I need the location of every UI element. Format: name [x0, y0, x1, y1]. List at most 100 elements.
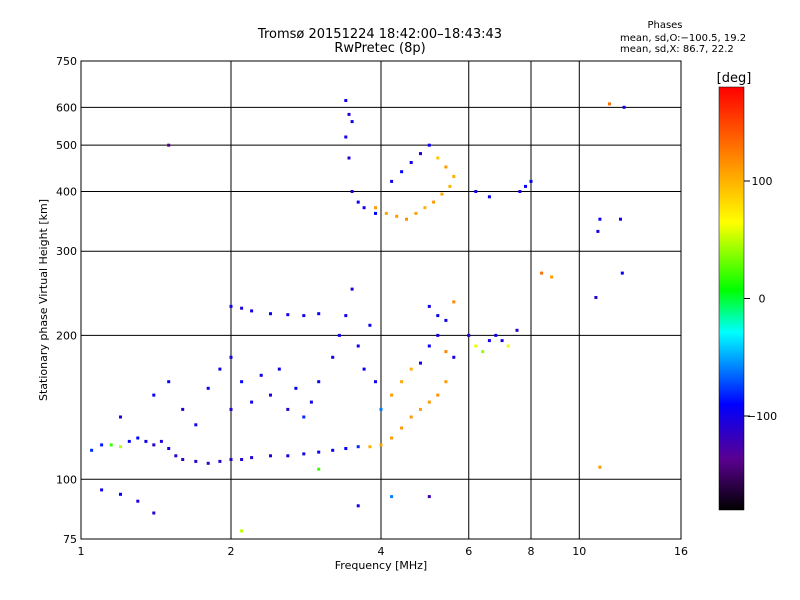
- data-point: [309, 400, 313, 404]
- data-point: [368, 323, 372, 327]
- data-point: [167, 143, 171, 147]
- plot-frame: [80, 60, 682, 540]
- data-point: [390, 179, 394, 183]
- data-point: [444, 380, 448, 384]
- data-point: [181, 458, 185, 461]
- data-point: [362, 206, 366, 210]
- data-point: [405, 217, 408, 221]
- data-point: [432, 200, 436, 204]
- x-tick-label: 4: [378, 545, 385, 558]
- data-point: [90, 448, 94, 452]
- data-point: [379, 443, 383, 447]
- y-tick-label: 300: [56, 245, 77, 258]
- data-point: [344, 99, 348, 102]
- data-point: [206, 386, 210, 390]
- y-tick-label: 400: [56, 185, 77, 198]
- data-point: [500, 339, 504, 343]
- data-point: [419, 407, 422, 411]
- grid: [81, 61, 681, 539]
- data-point: [529, 179, 533, 183]
- data-point: [344, 447, 348, 450]
- data-point: [218, 367, 222, 371]
- data-point: [194, 423, 198, 427]
- y-tick-label: 100: [56, 473, 77, 486]
- data-point: [395, 214, 399, 218]
- data-point: [167, 447, 171, 450]
- data-point: [269, 454, 272, 458]
- data-point: [419, 361, 422, 365]
- data-point: [159, 439, 163, 443]
- data-point: [452, 300, 456, 304]
- x-tick-label: 2: [228, 545, 235, 558]
- data-point: [294, 386, 298, 390]
- data-point: [390, 436, 394, 440]
- x-axis-label: Frequency [MHz]: [335, 559, 427, 572]
- data-point: [598, 465, 602, 469]
- data-point: [452, 355, 456, 359]
- data-point: [152, 393, 156, 397]
- data-point: [409, 415, 413, 419]
- phases-heading: Phases: [647, 20, 683, 31]
- data-point: [400, 380, 404, 384]
- y-axis-label: Stationary phase Virtual Height [km]: [37, 199, 50, 401]
- data-point: [436, 393, 440, 397]
- data-point: [427, 143, 431, 147]
- data-point: [444, 165, 448, 169]
- data-point: [250, 309, 254, 313]
- colorbar-tick-label: 100: [752, 175, 773, 188]
- data-point: [481, 350, 485, 354]
- data-point: [379, 407, 383, 411]
- data-point: [436, 333, 440, 337]
- data-point: [390, 393, 394, 397]
- data-point: [356, 504, 360, 508]
- data-point: [317, 380, 321, 384]
- data-point: [259, 373, 263, 377]
- colorbar-ticks: 100 0 −100: [744, 175, 777, 423]
- data-point: [427, 495, 431, 499]
- data-point: [302, 314, 306, 318]
- colorbar: [718, 86, 745, 511]
- data-point: [452, 175, 456, 178]
- data-point: [419, 152, 422, 156]
- data-point: [374, 211, 377, 215]
- data-point: [347, 112, 351, 116]
- data-point: [136, 499, 140, 503]
- data-point: [317, 312, 321, 316]
- data-point: [344, 135, 348, 139]
- data-point: [368, 445, 372, 449]
- colorbar-tick-label: 0: [759, 293, 766, 306]
- data-point: [250, 456, 254, 460]
- data-point: [619, 217, 622, 221]
- data-point: [269, 312, 272, 316]
- data-point: [144, 439, 148, 443]
- data-point: [317, 467, 321, 471]
- data-point: [598, 217, 602, 221]
- data-point: [444, 350, 448, 354]
- y-tick-label: 500: [56, 139, 77, 152]
- data-point: [540, 271, 544, 275]
- data-point: [444, 318, 448, 322]
- y-tick-label: 600: [56, 101, 77, 114]
- scatter-points: [90, 99, 626, 533]
- data-point: [218, 459, 222, 463]
- data-point: [229, 304, 233, 308]
- data-point: [286, 454, 290, 458]
- data-point: [374, 380, 377, 384]
- data-point: [400, 170, 404, 174]
- x-tick-labels: 1 2 4 6 8 10 16: [78, 545, 689, 558]
- data-point: [494, 333, 498, 337]
- data-point: [362, 367, 366, 371]
- x-tick-label: 1: [78, 545, 85, 558]
- data-point: [436, 156, 440, 160]
- data-point: [100, 488, 104, 492]
- data-point: [302, 415, 306, 419]
- data-point: [350, 287, 354, 291]
- data-point: [448, 184, 452, 188]
- data-point: [269, 393, 272, 397]
- colorbar-tick-label: −100: [747, 410, 777, 423]
- data-point: [109, 443, 113, 447]
- phases-line-o: mean, sd,O:−100.5, 19.2: [620, 33, 747, 44]
- data-point: [356, 445, 360, 449]
- data-point: [286, 313, 290, 317]
- data-point: [119, 415, 122, 419]
